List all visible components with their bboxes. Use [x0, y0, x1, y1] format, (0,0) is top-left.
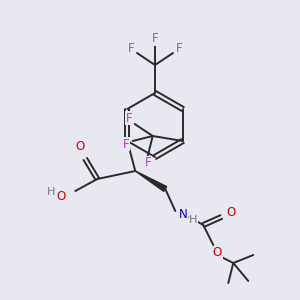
Text: H: H [47, 187, 56, 197]
Text: F: F [176, 43, 182, 56]
Text: F: F [122, 137, 129, 151]
Text: F: F [144, 157, 151, 169]
Text: F: F [152, 32, 158, 46]
Polygon shape [135, 171, 167, 191]
Text: O: O [227, 206, 236, 218]
Text: H: H [189, 215, 197, 225]
Text: O: O [57, 190, 66, 202]
Text: N: N [179, 208, 188, 221]
Text: O: O [76, 140, 85, 154]
Text: F: F [125, 112, 132, 124]
Text: O: O [213, 247, 222, 260]
Text: F: F [128, 43, 134, 56]
